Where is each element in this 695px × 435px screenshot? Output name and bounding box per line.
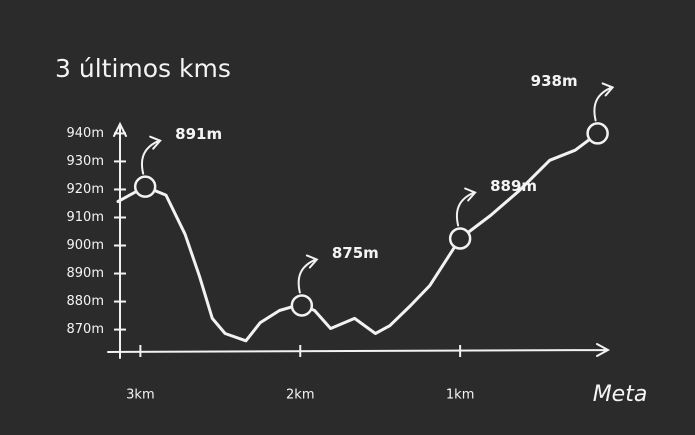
x-tick-label: 2km <box>286 388 314 403</box>
y-axis <box>113 121 127 359</box>
annotation-arrow <box>141 135 162 175</box>
annotation-label: 875m <box>332 244 379 262</box>
y-tick-label: 940m <box>67 126 104 141</box>
annotation-label: 891m <box>175 125 222 143</box>
y-tick-label: 930m <box>67 154 104 169</box>
x-axis <box>107 343 611 357</box>
marker <box>133 175 157 198</box>
annotation-label: 938m <box>531 72 578 90</box>
y-tick-label: 910m <box>67 210 104 225</box>
line <box>116 131 600 343</box>
axes <box>107 121 611 359</box>
x-tick-label: Meta <box>593 382 648 407</box>
y-tick-label: 880m <box>67 294 104 309</box>
marker <box>448 227 472 250</box>
annotation-arrow <box>593 82 615 122</box>
y-tick-label: 870m <box>67 322 104 337</box>
chart-title: 3 últimos kms <box>55 54 231 83</box>
annotation-arrow <box>455 187 477 227</box>
x-tick-label: 3km <box>126 388 154 403</box>
y-tick-label: 920m <box>67 182 104 197</box>
x-tick-label: 1km <box>446 388 474 403</box>
y-tick-label: 900m <box>67 238 104 253</box>
y-tick-label: 890m <box>67 266 104 281</box>
annotation-label: 889m <box>490 177 537 195</box>
marker <box>586 122 609 145</box>
annotation-arrow <box>297 254 319 294</box>
marker <box>290 294 314 317</box>
